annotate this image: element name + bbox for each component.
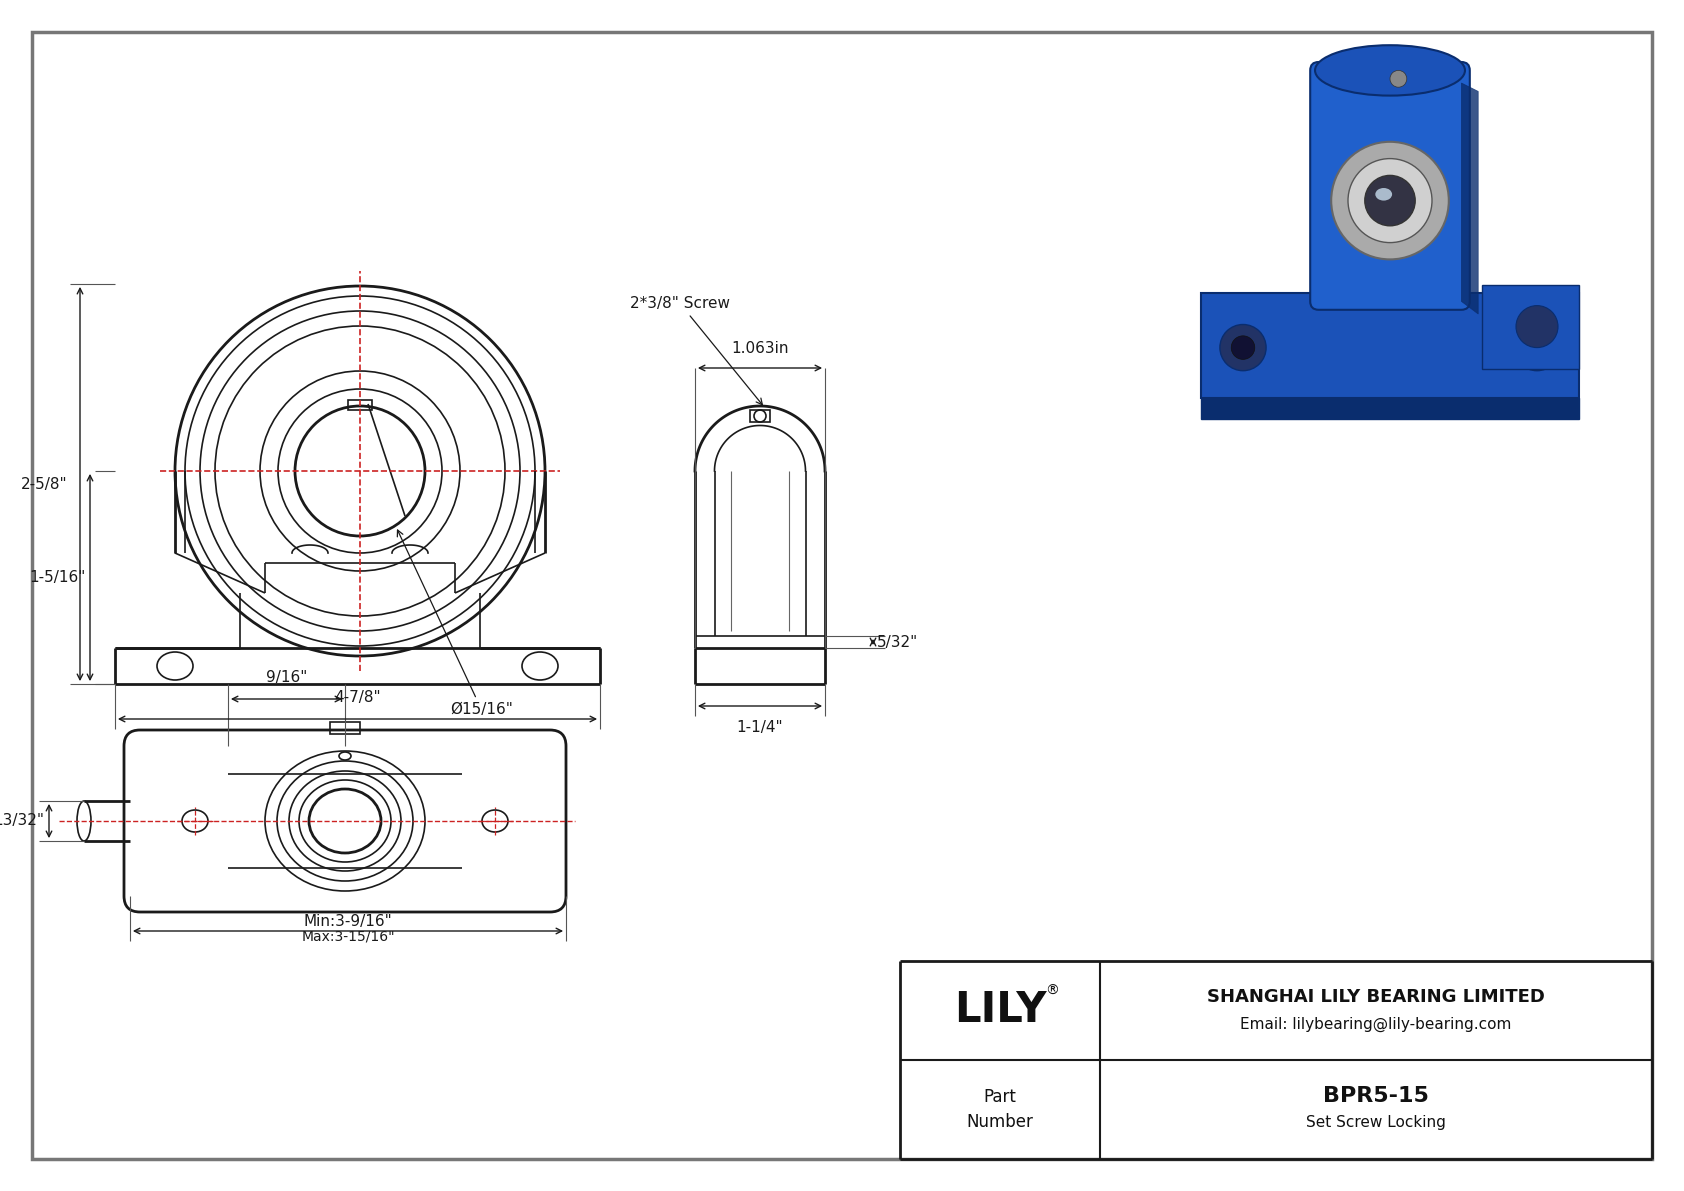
Circle shape	[1514, 324, 1559, 370]
Text: BPR5-15: BPR5-15	[1324, 1086, 1430, 1106]
Bar	[349, 400, 372, 410]
Polygon shape	[1201, 293, 1580, 398]
Ellipse shape	[1376, 188, 1393, 200]
Bar	[749, 410, 770, 422]
Circle shape	[1389, 70, 1406, 87]
Text: ®: ®	[1046, 984, 1059, 998]
FancyBboxPatch shape	[1310, 62, 1470, 310]
Ellipse shape	[1315, 45, 1465, 95]
Text: 13/32": 13/32"	[0, 813, 44, 829]
Text: Set Screw Locking: Set Screw Locking	[1307, 1115, 1447, 1130]
Circle shape	[1219, 324, 1266, 370]
Text: Part
Number: Part Number	[967, 1089, 1034, 1131]
Bar	[330, 722, 360, 734]
Circle shape	[1526, 336, 1549, 360]
Text: 2*3/8" Screw: 2*3/8" Screw	[630, 297, 763, 405]
Text: 5/32": 5/32"	[877, 635, 918, 649]
Text: 9/16": 9/16"	[266, 671, 306, 685]
Text: Min:3-9/16": Min:3-9/16"	[303, 913, 392, 929]
Circle shape	[1231, 336, 1255, 360]
Text: SHANGHAI LILY BEARING LIMITED: SHANGHAI LILY BEARING LIMITED	[1207, 987, 1544, 1005]
Text: Max:3-15/16": Max:3-15/16"	[301, 929, 394, 943]
Text: 2-5/8": 2-5/8"	[22, 476, 67, 492]
Text: 4-7/8": 4-7/8"	[333, 690, 381, 705]
Polygon shape	[1201, 398, 1580, 419]
Text: Email: lilybearing@lily-bearing.com: Email: lilybearing@lily-bearing.com	[1241, 1017, 1512, 1033]
Ellipse shape	[1364, 175, 1415, 226]
Ellipse shape	[1330, 142, 1448, 260]
Text: 1-5/16": 1-5/16"	[30, 570, 86, 585]
Polygon shape	[1462, 83, 1479, 314]
Text: Ø15/16": Ø15/16"	[397, 530, 514, 717]
Ellipse shape	[1347, 158, 1431, 243]
Text: LILY: LILY	[953, 990, 1046, 1031]
Polygon shape	[1482, 285, 1580, 368]
Text: 1.063in: 1.063in	[731, 341, 788, 356]
Text: 1-1/4": 1-1/4"	[736, 721, 783, 735]
Circle shape	[1516, 306, 1558, 348]
